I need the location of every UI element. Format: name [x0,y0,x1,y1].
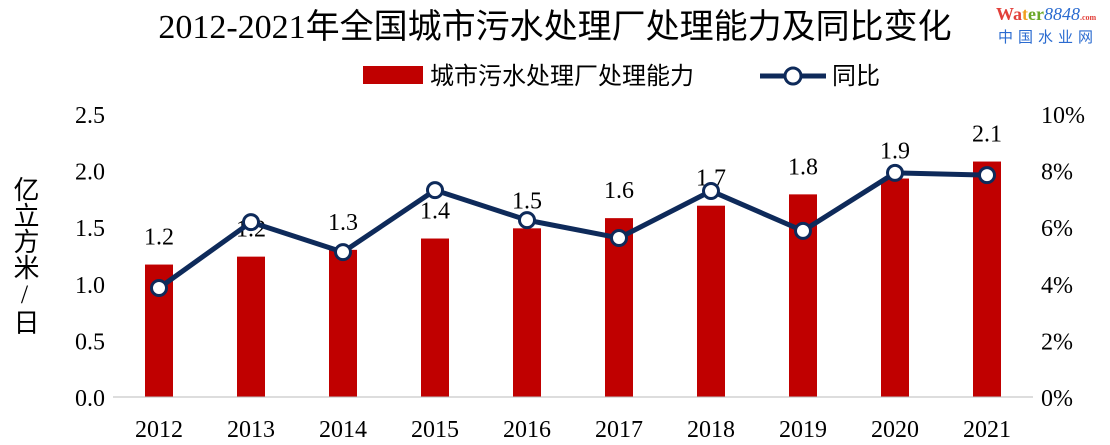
x-tick-label: 2015 [411,417,459,443]
legend-line-label: 同比 [832,63,880,90]
bar [329,249,357,397]
bar [973,161,1001,397]
bar-data-label: 1.4 [420,199,450,225]
bar-data-label: 2.1 [972,122,1002,148]
line-point [150,279,168,298]
y-tick-label: 2.0 [75,160,105,186]
bar-data-label: 1.6 [604,178,634,204]
y-tick-label: 0.0 [75,386,105,412]
line-point [242,213,260,232]
x-tick-label: 2020 [871,417,919,443]
line-point [518,211,536,230]
bar [513,228,541,397]
bar-data-label: 1.2 [144,225,174,251]
watermark-brand: Water8848.com [996,4,1097,24]
legend-line-marker [783,66,803,86]
bar [881,178,909,397]
y2-tick-label: 10% [1041,103,1085,129]
line-point [886,163,904,182]
x-tick-label: 2013 [227,417,275,443]
line-point [794,221,812,240]
bar [605,218,633,397]
y2-tick-label: 0% [1041,386,1073,412]
y-axis-label: 亿立方米/日 [10,176,39,335]
line-point [610,228,628,247]
x-tick-label: 2019 [779,417,827,443]
x-tick-label: 2014 [319,417,367,443]
y2-tick-label: 6% [1041,216,1073,242]
line-point [426,181,444,200]
legend: 城市污水处理厂处理能力 同比 [363,63,880,90]
line-point [702,181,720,200]
y2-tick-label: 8% [1041,160,1073,186]
y-tick-label: 2.5 [75,103,105,129]
x-tick-label: 2017 [595,417,643,443]
x-tick-label: 2018 [687,417,735,443]
line-series [157,170,988,291]
bar [237,256,265,397]
x-tick-label: 2021 [963,417,1011,443]
y2-tick-label: 4% [1041,273,1073,299]
x-tick-label: 2016 [503,417,551,443]
line-point [334,243,352,262]
line-point [978,166,996,185]
bar-data-label: 1.9 [880,139,910,165]
x-tick-label: 2012 [135,417,183,443]
chart-title: 2012-2021年全国城市污水处理厂处理能力及同比变化 [158,8,951,46]
legend-bar-swatch [363,66,423,84]
watermark-name: 中国水业网 [998,29,1098,46]
bar-data-label: 1.3 [328,210,358,236]
bar-data-label: 1.8 [788,154,818,180]
bar [421,238,449,397]
bar [697,205,725,397]
bar-data-label: 1.5 [512,188,542,214]
legend-bar-label: 城市污水处理厂处理能力 [430,63,694,90]
watermark: Water8848.com 中国水业网 [996,4,1098,46]
y-tick-label: 0.5 [75,329,105,355]
y-tick-label: 1.5 [75,216,105,242]
y2-tick-label: 2% [1041,329,1073,355]
y-tick-label: 1.0 [75,273,105,299]
